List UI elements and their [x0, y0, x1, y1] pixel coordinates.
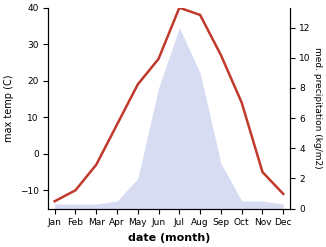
Y-axis label: med. precipitation (kg/m2): med. precipitation (kg/m2)	[313, 47, 322, 169]
X-axis label: date (month): date (month)	[128, 233, 210, 243]
Y-axis label: max temp (C): max temp (C)	[4, 74, 14, 142]
